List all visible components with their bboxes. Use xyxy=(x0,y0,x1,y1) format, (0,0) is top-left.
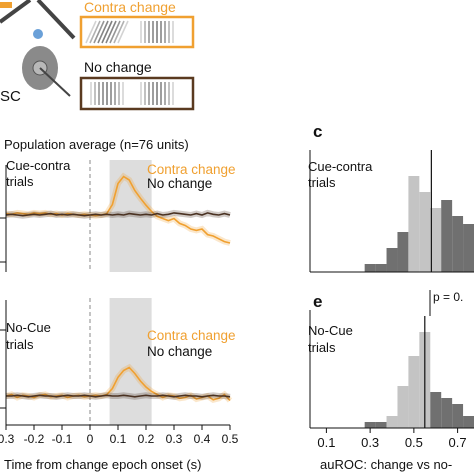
no-change-line xyxy=(6,394,231,398)
histogram-bar xyxy=(441,398,453,428)
histogram-bar xyxy=(452,404,464,428)
stimulus-legend: Contra change No change xyxy=(79,0,195,111)
nochange-stimulus-box xyxy=(79,76,195,111)
histogram-bar xyxy=(452,216,464,272)
x-tick-label: 0.4 xyxy=(194,432,211,446)
schematic: SC xyxy=(0,0,76,105)
x-tick-label: 0.5 xyxy=(222,432,239,446)
histogram-bar xyxy=(397,232,409,272)
x-tick-label: 0 xyxy=(87,432,94,446)
bottom-legend-contra: Contra change xyxy=(147,328,236,343)
drop-icon xyxy=(33,29,43,39)
histogram-bar xyxy=(408,176,420,272)
grating-stripe xyxy=(85,20,97,44)
sc-label: SC xyxy=(0,88,21,105)
panel-e-letter: e xyxy=(313,292,322,311)
no-change-line xyxy=(5,212,231,217)
bottom-row-label-2: trials xyxy=(6,337,34,352)
top-legend-contra: Contra change xyxy=(147,162,236,177)
top-legend-nochange: No change xyxy=(147,176,212,191)
histogram-bar xyxy=(386,416,398,428)
grating-stripe xyxy=(117,20,129,44)
panel-c: c Cue-contra trials xyxy=(308,122,474,273)
bottom-analysis-window xyxy=(109,298,152,425)
grating-stripe xyxy=(97,20,109,44)
panel-c-bars xyxy=(364,176,474,272)
x-tick-label: -0.1 xyxy=(52,432,73,446)
screen-left xyxy=(0,0,32,24)
x-tick-group: 0.3 -0.2 -0.1 0 0.1 0.2 0.3 0.4 0.5 xyxy=(0,425,239,446)
nochange-grating xyxy=(90,82,174,105)
histogram-bar xyxy=(463,416,474,428)
top-series-group xyxy=(5,172,231,246)
contra-change-line xyxy=(5,175,231,244)
panel-c-letter: c xyxy=(313,122,322,141)
x-tick-label: 0.3 xyxy=(166,432,183,446)
panel-e-x-tick-label: 0.1 xyxy=(317,435,335,450)
panel-e-x-tick-label: 0.7 xyxy=(449,435,467,450)
histogram-bar xyxy=(364,422,376,428)
histogram-bar xyxy=(419,192,431,272)
panel-e-row-label-1: No-Cue xyxy=(308,323,353,338)
histogram-bar xyxy=(408,356,420,428)
histogram-bar xyxy=(386,248,398,272)
contra-grating xyxy=(85,20,174,44)
grating-stripe xyxy=(105,20,117,44)
x-tick-label: -0.2 xyxy=(24,432,45,446)
bottom-row-label-1: No-Cue xyxy=(6,320,51,335)
top-analysis-window xyxy=(109,160,152,272)
no-change-label: No change xyxy=(84,59,152,75)
x-tick-label: 0.2 xyxy=(138,432,155,446)
electrode-icon xyxy=(39,67,71,97)
p-value-label: p = 0. xyxy=(433,290,463,304)
grating-stripe xyxy=(89,20,101,44)
population-title: Population average (n=76 units) xyxy=(4,137,189,152)
panel-e-x-tick-label: 0.5 xyxy=(405,435,423,450)
grating-stripe xyxy=(113,20,125,44)
panel-c-row-label-1: Cue-contra xyxy=(308,159,373,174)
top-row-label-2: trials xyxy=(6,174,34,189)
panel-e-x-tick-group: 0.1 0.3 0.5 0.7 xyxy=(317,428,467,450)
top-row-label-1: Cue-contra xyxy=(6,158,71,173)
grating-stripe xyxy=(109,20,121,44)
histogram-bar xyxy=(441,200,453,272)
histogram-bar xyxy=(375,264,387,272)
stimulus-marker xyxy=(0,2,12,8)
panel-e: e p = 0. No-Cue trials 0.1 0.3 0.5 0.7 auRO… xyxy=(308,290,474,472)
panel-e-x-axis-label: auROC: change vs no- xyxy=(320,457,452,472)
histogram-bar xyxy=(397,386,409,428)
bottom-line-plot: 0.3 -0.2 -0.1 0 0.1 0.2 0.3 0.4 0.5 No-Cue trial… xyxy=(0,298,239,472)
grating-stripe xyxy=(93,20,105,44)
histogram-bar xyxy=(430,392,442,428)
grating-stripe xyxy=(101,20,113,44)
histogram-bar xyxy=(375,422,387,428)
screen-right xyxy=(36,0,76,40)
bottom-legend-nochange: No change xyxy=(147,344,212,359)
x-axis-label: Time from change epoch onset (s) xyxy=(4,457,202,472)
histogram-bar xyxy=(430,208,442,272)
bottom-series-group xyxy=(5,363,233,404)
histogram-bar xyxy=(463,224,474,272)
x-tick-label: 0.3 xyxy=(0,432,15,446)
panel-e-bars xyxy=(364,332,474,428)
x-tick-label: 0.1 xyxy=(110,432,127,446)
histogram-bar xyxy=(364,264,376,272)
panel-e-x-tick-label: 0.3 xyxy=(361,435,379,450)
contra-change-label: Contra change xyxy=(84,0,176,15)
top-line-plot: Cue-contra trials Contra change No chang… xyxy=(0,158,236,272)
panel-e-row-label-2: trials xyxy=(308,340,336,355)
panel-c-row-label-2: trials xyxy=(308,175,336,190)
contra-stimulus-box xyxy=(79,15,195,49)
